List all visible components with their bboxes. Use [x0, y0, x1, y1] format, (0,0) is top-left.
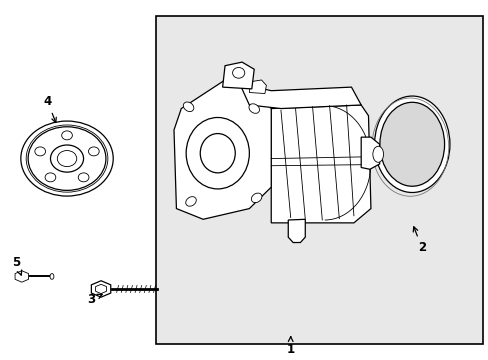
Ellipse shape [45, 173, 56, 182]
Polygon shape [95, 284, 106, 294]
Ellipse shape [251, 193, 262, 203]
Ellipse shape [372, 146, 383, 162]
Polygon shape [15, 271, 28, 282]
Ellipse shape [21, 121, 113, 196]
Ellipse shape [28, 127, 106, 190]
Polygon shape [249, 80, 266, 94]
Ellipse shape [248, 104, 259, 113]
Ellipse shape [183, 102, 193, 112]
Ellipse shape [88, 147, 99, 156]
Polygon shape [239, 84, 361, 109]
Ellipse shape [26, 125, 108, 192]
Polygon shape [222, 62, 254, 89]
Text: 3: 3 [87, 293, 102, 306]
Ellipse shape [50, 145, 83, 172]
Ellipse shape [232, 67, 244, 78]
Ellipse shape [35, 147, 45, 156]
Text: 4: 4 [43, 95, 56, 122]
Polygon shape [174, 80, 271, 219]
Polygon shape [287, 219, 305, 243]
Polygon shape [271, 105, 370, 223]
Text: 2: 2 [412, 227, 425, 255]
Bar [156, 16, 482, 344]
Polygon shape [91, 281, 110, 297]
Ellipse shape [185, 197, 196, 206]
Ellipse shape [78, 173, 89, 182]
Ellipse shape [381, 105, 442, 184]
Text: 5: 5 [12, 256, 21, 275]
Ellipse shape [61, 131, 72, 140]
Ellipse shape [186, 117, 249, 189]
Polygon shape [361, 137, 379, 169]
Ellipse shape [200, 134, 235, 173]
Ellipse shape [374, 96, 449, 193]
Ellipse shape [50, 274, 54, 279]
Ellipse shape [379, 102, 444, 186]
Text: 1: 1 [286, 337, 294, 356]
Ellipse shape [57, 150, 77, 167]
